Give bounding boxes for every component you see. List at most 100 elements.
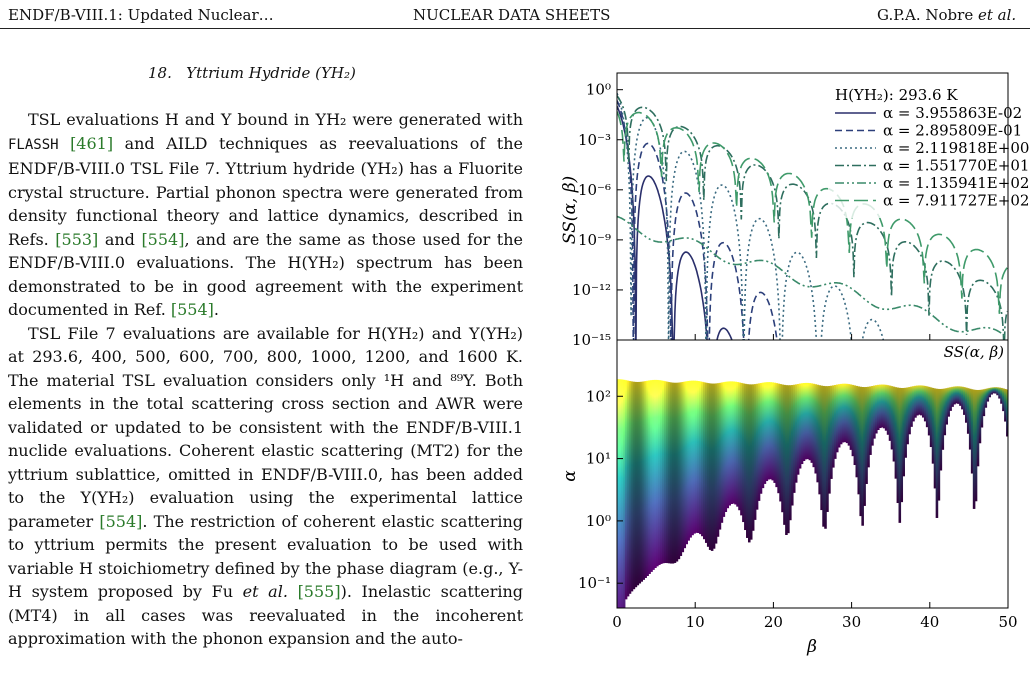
legend-label: α = 3.955863E-02 [883,104,1022,122]
legend-background [828,82,1004,218]
heatmap-cell [710,383,714,551]
ref-554[interactable]: [554] [141,229,185,249]
heatmap-cell [712,383,716,549]
heatmap-cell [994,387,997,394]
heatmap-cell [978,389,982,444]
top-ylabel: SS(α, β) [560,176,580,244]
heatmap-cell [812,383,816,468]
axes: 0 10 20 30 40 50 10⁰ 10⁻³ 10⁻⁶ 10⁻⁹ 10⁻¹² 10⁻¹⁵ 10⁻¹… [560,72,1029,657]
heatmap-cell [630,381,634,592]
heatmap-cell [943,388,947,436]
y-tick-label: 10¹ [586,450,611,468]
heatmap-cell [661,380,665,564]
heatmap-cell [871,385,874,446]
heatmap-cell [818,385,821,495]
heatmap-cell [791,385,794,506]
heatmap-cell [638,381,642,584]
heatmap-cell [779,384,782,502]
heatmap-cell [959,386,962,406]
heatmap-cell [683,381,687,549]
heatmap-cell [894,387,898,479]
heatmap-cell [882,384,886,429]
heatmap-cell [798,383,802,469]
heatmap-cell [986,388,990,402]
ref-461[interactable]: [461] [70,133,114,153]
heatmap-cell [728,381,731,506]
heatmap-cell [624,380,628,600]
ref-553[interactable]: [553] [55,229,99,249]
heatmap-cell [916,385,919,416]
heatmap-cell [1000,387,1003,404]
ref-554[interactable]: [554] [99,511,143,531]
heatmap-cell [867,386,870,468]
heatmap-cell [656,379,659,567]
ref-555[interactable]: [555] [297,582,341,601]
heatmap-cell [753,384,757,520]
heatmap-cell [663,381,667,564]
y-tick-label: 10⁻¹² [572,281,611,299]
heatmap-cell [755,383,759,510]
heatmap-cell [873,385,876,439]
ref-554[interactable]: [554] [170,300,214,319]
series-line [617,215,1008,339]
heatmap-cell [951,386,954,407]
heatmap-cell [620,379,624,608]
heatmap-cell [937,388,941,501]
heatmap-cell [963,387,966,415]
heatmap-cell [720,382,724,523]
heatmap-cell [984,388,988,408]
heatmap-cell [931,387,935,464]
heatmap-cell [660,380,663,564]
header-journal: NUCLEAR DATA SHEETS [413,6,611,24]
heatmap-cell [982,389,986,417]
heatmap-cell [777,383,780,494]
heatmap-cell [718,382,722,530]
heatmap-cell [681,381,685,553]
heatmap-cell [701,381,704,537]
heatmap-cell [914,385,917,418]
heatmap-cell [884,384,888,431]
heatmap-cell [945,388,948,425]
series-line [617,106,733,340]
heatmap-cell [990,387,993,395]
heatmap-cell [802,383,806,461]
legend-label: α = 2.895809E-01 [883,122,1022,140]
series-line [617,95,1008,340]
heatmap-cell [699,381,702,535]
heatmap-cell [918,385,921,415]
heatmap-cell [814,384,818,474]
heatmap-cell [634,381,638,588]
heatmap-cell [667,382,671,564]
heatmap-cell [970,389,974,474]
heatmap-cell [644,381,647,578]
heatmap-cell [996,387,999,396]
heatmap-cell [767,382,771,480]
heatmap-cell [976,390,980,467]
y-tick-label: 10² [586,387,611,405]
heatmap-cell [828,386,831,494]
heatmap-cell [877,384,880,431]
heatmap-cell [640,381,644,582]
heatmap-cell [806,382,810,460]
heatmap-cell [908,387,911,435]
heatmap-cell [675,382,679,562]
heatmap-cell [992,387,995,394]
heatmap-cell [773,382,776,483]
heatmap-cell [749,384,753,540]
heatmap-cell [935,388,939,518]
heatmap-cell [857,386,861,495]
heatmap-cell [744,383,747,531]
heatmap-cell [878,384,882,429]
heatmap-cell [863,387,866,506]
heatmap-cell [1004,388,1007,422]
heatmap-cell [1006,389,1008,437]
heatmap-cell [695,380,698,533]
heatmap-cell [939,388,943,471]
body-text: TSL evaluations H and Y bound in YH₂ wer… [8,108,523,651]
y-tick-label: 10⁻⁶ [578,181,611,199]
heatmap-label: SS(α, β) [944,343,1004,361]
legend: H(YH₂): 293.6 Kα = 3.955863E-02α = 2.895… [828,82,1029,218]
bottom-ylabel: α [560,470,580,482]
heatmap-cell [859,386,862,517]
